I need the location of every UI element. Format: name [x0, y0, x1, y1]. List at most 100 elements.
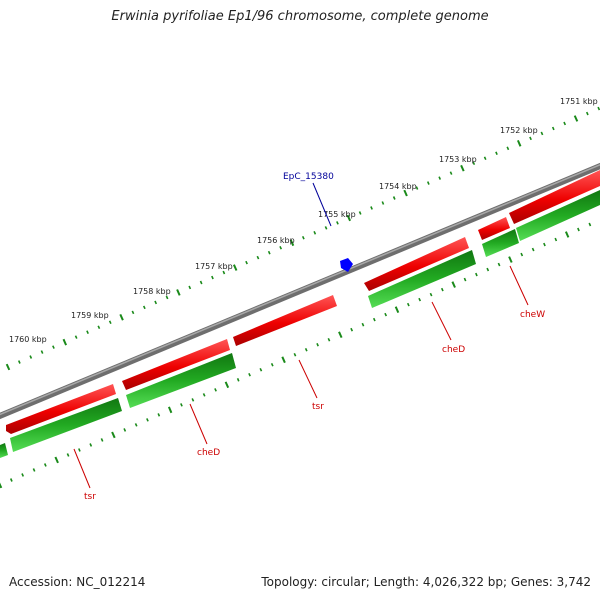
tick-mark	[316, 342, 319, 347]
tick-mark	[214, 388, 217, 392]
tick-mark	[232, 264, 238, 271]
tick-mark	[245, 260, 248, 265]
gene-arrow-reverse-1	[0, 443, 8, 458]
tick-track	[5, 106, 600, 371]
tick-mark	[176, 289, 181, 296]
tick-mark	[131, 310, 135, 315]
tick-mark	[543, 242, 546, 247]
tick-mark	[336, 221, 339, 225]
tick-mark	[551, 126, 555, 131]
kbp-label-1759: 1759 kbp	[71, 311, 109, 320]
inner-tick-track	[0, 222, 592, 489]
map-title: Erwinia pyrifoliae Ep1/96 chromosome, co…	[111, 9, 489, 24]
gene-labels: cheW cheD tsr cheD tsr	[84, 310, 545, 502]
tick-mark	[9, 478, 13, 482]
tick-mark	[202, 393, 206, 397]
gene-label-leaders	[73, 265, 529, 489]
tick-mark	[554, 237, 558, 242]
tick-mark	[119, 313, 124, 321]
tick-mark	[222, 270, 226, 275]
genome-summary: Topology: circular; Length: 4,026,322 bp…	[261, 575, 591, 589]
tick-mark	[327, 337, 331, 342]
tick-mark	[370, 206, 373, 210]
feature-label-leader	[312, 182, 332, 227]
tick-mark	[563, 121, 567, 126]
tick-mark	[506, 146, 510, 151]
kbp-label-1760: 1760 kbp	[9, 335, 47, 344]
tick-mark	[54, 456, 59, 464]
tick-mark	[531, 247, 535, 252]
tick-mark	[463, 277, 467, 282]
tick-mark	[236, 378, 240, 382]
gene-arrow-reverse-2	[10, 398, 122, 452]
kbp-label-1758: 1758 kbp	[133, 287, 171, 296]
gene-arrow-reverse-5	[482, 229, 519, 257]
gene-label-tsr-2: tsr	[84, 492, 96, 502]
tick-mark	[97, 325, 101, 330]
tick-mark	[384, 312, 388, 317]
tick-mark	[134, 423, 138, 427]
tick-mark	[403, 189, 408, 197]
accession-info: Accession: NC_012214	[9, 575, 146, 589]
tick-mark	[483, 156, 487, 161]
tick-mark	[180, 403, 183, 407]
tick-mark	[415, 186, 419, 190]
gene-arrow-reverse-3	[126, 353, 236, 408]
tick-mark	[211, 275, 214, 280]
tick-mark	[540, 131, 544, 136]
tick-mark	[394, 306, 400, 314]
tick-mark	[418, 297, 422, 302]
tick-mark	[429, 292, 433, 297]
tick-mark	[199, 280, 203, 285]
tick-mark	[256, 255, 260, 260]
tick-mark	[451, 281, 456, 288]
tick-mark	[32, 468, 36, 472]
tick-mark	[270, 362, 274, 367]
tick-mark	[361, 322, 365, 327]
tick-mark	[588, 222, 592, 227]
tick-mark	[66, 453, 70, 457]
tick-mark	[146, 418, 149, 422]
kbp-label-1755: 1755 kbp	[318, 210, 356, 219]
tick-mark	[17, 360, 21, 364]
tick-mark	[167, 406, 173, 414]
tick-mark	[40, 350, 44, 354]
tick-mark	[449, 171, 453, 175]
tick-mark	[529, 136, 532, 141]
tick-mark	[495, 151, 498, 156]
tick-mark	[304, 347, 308, 352]
tick-mark	[248, 372, 251, 377]
tick-mark	[108, 320, 112, 325]
gene-label-cheD: cheD	[442, 345, 465, 355]
gene-arrow-cheD-forward	[122, 339, 230, 390]
tick-mark	[111, 431, 116, 439]
tick-mark	[142, 305, 146, 310]
tick-mark	[281, 356, 286, 364]
tick-mark	[338, 331, 343, 339]
kbp-label-1752: 1752 kbp	[500, 126, 538, 135]
feature-marker-pentagon	[340, 258, 353, 272]
tick-mark	[89, 443, 93, 447]
tick-mark	[62, 338, 68, 346]
tick-mark	[29, 355, 33, 359]
tick-mark	[520, 252, 524, 257]
kbp-label-1756: 1756 kbp	[257, 236, 295, 245]
tick-mark	[224, 381, 230, 389]
tick-mark	[52, 345, 55, 349]
tick-mark	[358, 211, 362, 215]
tick-mark	[406, 302, 410, 307]
tick-mark	[508, 256, 513, 263]
tick-mark	[43, 463, 47, 467]
chromosome-backbone	[0, 162, 600, 420]
tick-mark	[123, 428, 127, 432]
tick-mark	[516, 139, 522, 147]
tick-mark	[191, 398, 195, 402]
tick-mark	[577, 227, 580, 232]
tick-mark	[475, 272, 478, 277]
tick-mark	[440, 287, 444, 292]
tick-mark	[74, 335, 78, 339]
tick-mark	[165, 295, 169, 300]
tick-mark	[86, 330, 89, 335]
tick-mark	[392, 196, 396, 200]
tick-mark	[486, 267, 490, 272]
